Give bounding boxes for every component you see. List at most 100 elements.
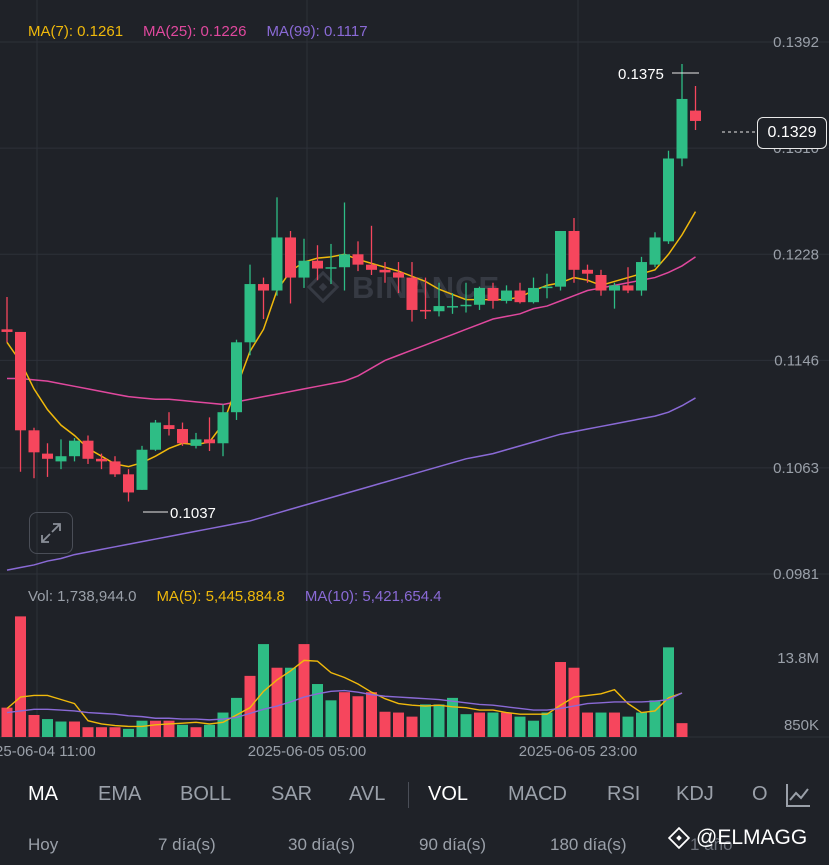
volume-bar	[487, 712, 499, 737]
vol-legend: Vol: 1,738,944.0	[28, 588, 137, 605]
tab-ema[interactable]: EMA	[98, 783, 142, 805]
tab-rsi[interactable]: RSI	[607, 783, 641, 805]
candle	[595, 269, 607, 296]
candle-body	[555, 230, 566, 287]
candle-body	[595, 274, 607, 291]
candle	[622, 267, 634, 294]
ma99-line-path	[6, 397, 696, 571]
volume-bar	[460, 714, 472, 737]
current-price-tag[interactable]: 0.1329	[757, 117, 827, 149]
candle-body	[622, 285, 634, 291]
candle	[420, 277, 431, 320]
volume-bar	[136, 720, 148, 737]
candle	[501, 285, 512, 304]
candle-body	[109, 461, 121, 475]
volume-bar	[447, 697, 458, 737]
candle-body	[541, 286, 553, 289]
period-30d[interactable]: 30 día(s)	[288, 835, 356, 854]
candle	[676, 64, 688, 167]
candle-body	[325, 267, 337, 269]
candle-body	[568, 230, 580, 270]
candle-body	[217, 412, 229, 444]
candle	[285, 230, 296, 304]
volume-bar	[217, 712, 229, 737]
candle	[514, 282, 526, 304]
volume-bar	[177, 724, 188, 737]
volume-bar	[190, 727, 202, 737]
tab-macd[interactable]: MACD	[508, 783, 567, 805]
chart-settings-icon	[786, 784, 810, 807]
tab-divider	[408, 782, 409, 808]
period-today[interactable]: Hoy	[28, 835, 59, 854]
candle	[190, 432, 202, 449]
volume-bar	[352, 696, 364, 737]
candle-body	[420, 309, 431, 312]
volume-bar	[244, 675, 256, 737]
candle	[163, 412, 175, 436]
period-180d[interactable]: 180 día(s)	[550, 835, 627, 854]
volume-bar	[28, 714, 40, 737]
volume-bar	[622, 716, 634, 737]
volume-bar	[636, 712, 647, 737]
ma25-line-path	[7, 256, 696, 406]
tab-avl[interactable]: AVL	[349, 783, 386, 805]
price-tick-label: 0.1063	[773, 460, 819, 477]
candle-body	[231, 342, 242, 413]
volume-bar	[312, 684, 323, 737]
candle-body	[528, 287, 539, 303]
volume-bar	[82, 727, 94, 737]
candle-body	[663, 158, 674, 242]
candle	[555, 230, 566, 291]
period-1y[interactable]: 1 año	[690, 835, 733, 854]
candle	[366, 225, 377, 275]
tab-ma[interactable]: MA	[28, 783, 58, 805]
candle	[379, 262, 391, 283]
price-tick-label: 0.1146	[774, 352, 819, 369]
volume-tick-label: 850K	[784, 717, 819, 734]
volume-bar	[501, 712, 512, 737]
candle-body	[204, 439, 215, 444]
candle-body	[366, 264, 377, 270]
volume-bar	[325, 700, 337, 737]
candlestick-chart[interactable]: BINANCE 0.13920.13100.12280.11460.10630.…	[0, 0, 829, 772]
tab-vol[interactable]: VOL	[428, 783, 469, 805]
tab-sar[interactable]: SAR	[271, 783, 313, 805]
volume-bar	[379, 711, 391, 737]
volume-bar	[123, 728, 134, 737]
candle-body	[177, 429, 188, 444]
volume-bar	[420, 704, 431, 737]
expand-button[interactable]	[29, 512, 73, 554]
candle-body	[433, 306, 445, 312]
chart-settings-button[interactable]	[783, 780, 813, 816]
volume-bar	[163, 720, 175, 737]
candle	[55, 439, 67, 470]
candle-body	[487, 287, 499, 301]
user-tag: @ELMAGG	[696, 826, 808, 849]
candle-body	[42, 453, 53, 459]
ma99-line	[6, 397, 696, 571]
volume-bar	[393, 712, 404, 737]
volume-bar	[55, 721, 67, 737]
candles	[1, 64, 701, 502]
annotations: 0.1375 0.1037	[143, 66, 757, 522]
candle	[649, 232, 661, 268]
candle-body	[244, 284, 256, 343]
candle	[447, 293, 458, 314]
period-90d[interactable]: 90 día(s)	[419, 835, 487, 854]
candle-body	[393, 272, 404, 278]
candle-body	[460, 304, 472, 307]
ma25-legend: MA(25): 0.1226	[143, 23, 247, 40]
volume-bar	[514, 716, 526, 737]
candle	[528, 277, 539, 304]
price-tick-label: 0.0981	[773, 566, 819, 583]
tab-more[interactable]: O	[752, 783, 768, 805]
volume-bars	[1, 616, 688, 737]
candle	[123, 469, 134, 502]
volume-bar	[366, 692, 377, 737]
vol-ma10-legend: MA(10): 5,421,654.4	[304, 588, 442, 605]
period-7d[interactable]: 7 día(s)	[158, 835, 216, 854]
candle	[460, 282, 472, 313]
tab-kdj[interactable]: KDJ	[676, 783, 714, 805]
candle	[541, 273, 553, 299]
tab-boll[interactable]: BOLL	[180, 783, 232, 805]
